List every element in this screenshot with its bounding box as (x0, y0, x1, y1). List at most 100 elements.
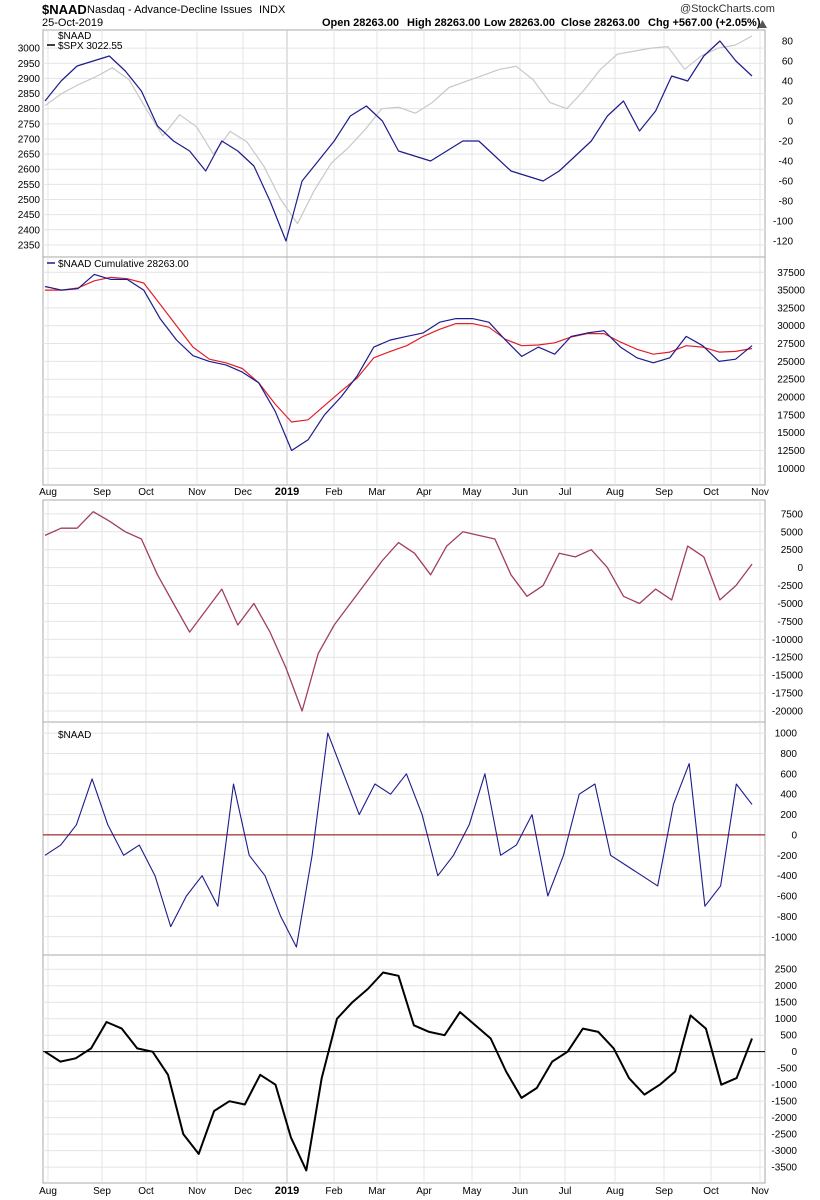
panel-frame (42, 499, 766, 723)
open-value: Open 28263.00 (322, 17, 400, 29)
exchange-label: INDX (259, 4, 286, 16)
chart-header: $NAAD Nasdaq - Advance-Decline Issues IN… (0, 0, 820, 32)
right-tick-label: 10000 (777, 464, 805, 475)
change-value: Chg +567.00 (+2.05%) (648, 17, 761, 29)
right-tick-label: 40 (782, 77, 794, 88)
month-tick-label: Oct (703, 1186, 719, 1197)
right-tick-label: 22500 (777, 375, 805, 386)
right-tick-label: -7500 (777, 617, 803, 628)
right-tick-label: 1000 (775, 729, 798, 740)
right-tick-label: -80 (779, 197, 794, 208)
month-tick-label: Sep (93, 487, 111, 498)
month-tick-label: Oct (703, 487, 719, 498)
high-value: High 28263.00 (407, 17, 481, 29)
oscillator-line (44, 511, 753, 712)
right-tick-label: 5000 (781, 527, 804, 538)
triangle-up-icon (758, 20, 767, 28)
month-tick-label: Apr (416, 1186, 432, 1197)
right-tick-label: -1000 (771, 1080, 797, 1091)
right-tick-label: 17500 (777, 410, 805, 421)
month-tick-label: Feb (325, 487, 343, 498)
right-tick-label: 30000 (777, 321, 805, 332)
right-tick-label: 800 (780, 749, 797, 760)
panel-frame (42, 954, 766, 1184)
security-name: Nasdaq - Advance-Decline Issues (87, 4, 253, 16)
month-tick-label: Nov (188, 1186, 206, 1197)
right-tick-label: 600 (780, 769, 797, 780)
right-tick-label: -2500 (777, 581, 803, 592)
month-tick-label: Jun (512, 487, 528, 498)
left-tick-label: 2450 (18, 210, 41, 221)
right-tick-label: -3500 (771, 1163, 797, 1174)
right-tick-label: -100 (773, 217, 793, 228)
right-tick-label: -5000 (777, 599, 803, 610)
month-tick-label: Nov (188, 487, 206, 498)
month-tick-label: May (463, 487, 482, 498)
date-label: 25-Oct-2019 (42, 17, 104, 29)
month-tick-label: Jun (512, 1186, 528, 1197)
month-tick-label: Apr (416, 487, 432, 498)
month-tick-label: Feb (325, 1186, 343, 1197)
right-tick-label: 0 (797, 563, 803, 574)
month-tick-label: Nov (751, 1186, 769, 1197)
legend-daily-naad: $NAAD (58, 730, 91, 741)
right-tick-label: 80 (782, 37, 794, 48)
month-tick-label: Aug (606, 1186, 624, 1197)
month-tick-label: Aug (39, 487, 57, 498)
month-tick-label: 2019 (275, 1185, 299, 1197)
right-tick-label: -1000 (771, 932, 797, 943)
right-tick-label: 12500 (777, 446, 805, 457)
left-tick-label: 2950 (18, 59, 41, 70)
right-tick-label: 400 (780, 790, 797, 801)
right-tick-label: -800 (777, 912, 797, 923)
right-tick-label: 2500 (775, 965, 798, 976)
left-tick-label: 2550 (18, 180, 41, 191)
right-tick-label: -2000 (771, 1113, 797, 1124)
month-tick-label: Mar (368, 487, 386, 498)
right-tick-label: 0 (791, 830, 797, 841)
left-tick-label: 2900 (18, 74, 41, 85)
legend-naad: $NAAD (58, 31, 91, 42)
right-tick-label: 20000 (777, 393, 805, 404)
right-tick-label: 60 (782, 57, 794, 68)
right-tick-label: 7500 (781, 509, 804, 520)
right-tick-label: -500 (777, 1064, 797, 1075)
right-tick-label: -12500 (772, 653, 804, 664)
right-tick-label: 20 (782, 97, 794, 108)
close-value: Close 28263.00 (561, 17, 640, 29)
right-tick-label: 35000 (777, 286, 805, 297)
month-tick-label: Jul (559, 487, 572, 498)
left-tick-label: 2750 (18, 119, 41, 130)
right-tick-label: 27500 (777, 339, 805, 350)
left-tick-label: 2600 (18, 165, 41, 176)
watermark: @StockCharts.com (680, 3, 775, 15)
right-tick-label: -400 (777, 871, 797, 882)
low-value: Low 28263.00 (484, 17, 555, 29)
right-tick-label: 25000 (777, 357, 805, 368)
month-tick-label: Nov (751, 487, 769, 498)
month-tick-label: May (463, 1186, 482, 1197)
right-tick-label: -17500 (772, 689, 804, 700)
month-tick-label: Aug (606, 487, 624, 498)
month-tick-label: Dec (234, 1186, 252, 1197)
right-tick-label: -1500 (771, 1097, 797, 1108)
right-tick-label: 37500 (777, 268, 805, 279)
left-tick-label: 2500 (18, 195, 41, 206)
left-tick-label: 2850 (18, 89, 41, 100)
month-tick-label: Mar (368, 1186, 386, 1197)
month-tick-label: Dec (234, 487, 252, 498)
month-tick-label: Oct (138, 487, 154, 498)
right-tick-label: -10000 (772, 635, 804, 646)
right-tick-label: -2500 (771, 1130, 797, 1141)
right-tick-label: -15000 (772, 671, 804, 682)
left-tick-label: 3000 (18, 44, 41, 55)
left-tick-label: 2350 (18, 240, 41, 251)
month-tick-label: Sep (655, 487, 673, 498)
right-tick-label: -120 (773, 237, 793, 248)
legend-cumulative: $NAAD Cumulative 28263.00 (58, 259, 189, 270)
daily-naad-line (44, 732, 753, 948)
right-tick-label: 1500 (775, 998, 798, 1009)
moving-average-line (45, 276, 753, 423)
naad-series-line (44, 40, 753, 242)
